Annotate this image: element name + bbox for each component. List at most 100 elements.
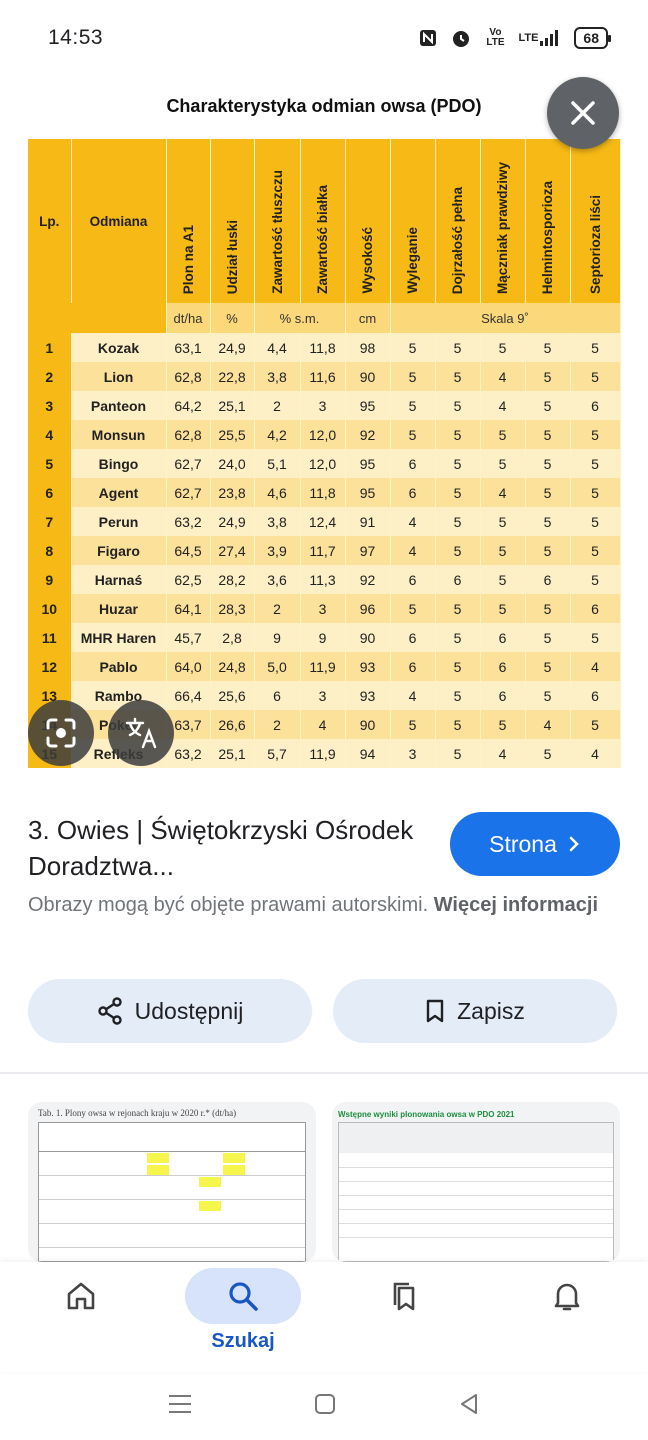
highlight-cell (147, 1153, 169, 1163)
table-cell: 6 (525, 565, 571, 594)
related-image-1-table (38, 1122, 306, 1262)
table-title: Charakterystyka odmian owsa (PDO) (166, 96, 482, 116)
related-image-1[interactable]: Tab. 1. Plony owsa w rejonach kraju w 20… (28, 1102, 316, 1262)
header-helmintosporioza: Helmintosporioza (525, 139, 571, 303)
table-line (339, 1181, 613, 1182)
table-cell: 91 (345, 507, 391, 536)
table-cell: 4 (525, 710, 571, 739)
table-cell: 5 (525, 739, 571, 768)
share-label: Udostępnij (134, 997, 244, 1024)
table-cell: 90 (345, 623, 391, 652)
header-maczniak-label: Mączniak prawdziwy (495, 161, 510, 294)
close-button[interactable] (547, 77, 619, 149)
table-cell: 5 (525, 594, 571, 623)
table-row: 6 Agent 62,7 23,8 4,6 11,8 95 6 5 4 5 5 (28, 478, 621, 507)
translate-button[interactable] (108, 700, 174, 766)
table-cell: 5 (390, 420, 436, 449)
table-cell: 63,1 (166, 333, 211, 362)
table-cell: 5 (435, 449, 481, 478)
table-cell: 92 (345, 565, 391, 594)
row-number: 1 (28, 333, 72, 362)
table-cell: 5 (480, 420, 526, 449)
related-image-2[interactable]: Wstępne wyniki plonowania owsa w PDO 202… (332, 1102, 620, 1262)
back-icon[interactable] (457, 1392, 481, 1421)
table-cell: 5 (525, 362, 571, 391)
save-button[interactable]: Zapisz (333, 979, 617, 1043)
related-image-1-caption: Tab. 1. Plony owsa w rejonach kraju w 20… (38, 1108, 237, 1118)
table-cell: 28,3 (210, 594, 255, 623)
row-number: 3 (28, 391, 72, 420)
system-navigation (0, 1372, 648, 1440)
table-cell: 5 (435, 420, 481, 449)
result-title[interactable]: 3. Owies | Świętokrzyski Ośrodek Doradzt… (28, 815, 414, 881)
variety-name: Huzar (71, 594, 167, 623)
table-row: 13 Rambo 66,4 25,6 6 3 93 4 5 6 5 6 (28, 681, 621, 710)
nfc-icon (418, 27, 438, 49)
table-row: 1 Kozak 63,1 24,9 4,4 11,8 98 5 5 5 5 5 (28, 333, 621, 362)
highlight-cell (199, 1177, 221, 1187)
highlight-cell (223, 1165, 245, 1175)
nav-notifications[interactable] (492, 1262, 642, 1372)
table-line (39, 1199, 305, 1200)
table-cell: 5 (480, 565, 526, 594)
table-cell: 11,9 (300, 652, 346, 681)
table-cell: 3 (300, 594, 346, 623)
header-tluszcz-label: Zawartość tłuszczu (269, 170, 285, 294)
table-cell: 24,0 (210, 449, 255, 478)
header-bialko: Zawartość białka (300, 139, 346, 303)
header-septorioza-label: Septorioza liści (587, 194, 603, 294)
table-cell: 5 (435, 507, 481, 536)
table-cell: 5 (570, 565, 621, 594)
table-cell: 12,4 (300, 507, 346, 536)
table-cell: 5 (435, 333, 481, 362)
table-cell: 5 (525, 652, 571, 681)
table-cell: 90 (345, 362, 391, 391)
table-cell: 45,7 (166, 623, 211, 652)
more-info-link[interactable]: Więcej informacji (433, 894, 599, 916)
table-cell: 6 (254, 681, 301, 710)
table-cell: 6 (480, 681, 526, 710)
variety-name: Bingo (71, 449, 167, 478)
header-wysokosc: Wysokość (345, 139, 391, 303)
variety-name: Panteon (71, 391, 167, 420)
variety-name: Figaro (71, 536, 167, 565)
table-row: 8 Figaro 64,5 27,4 3,9 11,7 97 4 5 5 5 5 (28, 536, 621, 565)
visit-site-button[interactable]: Strona (450, 812, 620, 876)
table-cell: 6 (480, 652, 526, 681)
table-cell: 62,5 (166, 565, 211, 594)
table-cell: 5 (570, 478, 621, 507)
table-cell: 12,0 (300, 420, 346, 449)
table-cell: 6 (390, 652, 436, 681)
table-cell: 5 (525, 536, 571, 565)
menu-icon[interactable] (167, 1393, 193, 1420)
share-icon (97, 997, 122, 1025)
table-cell: 4 (480, 478, 526, 507)
lens-button[interactable] (28, 700, 94, 766)
highlight-cell (199, 1201, 221, 1211)
table-cell: 5 (435, 652, 481, 681)
unit-skala: Skala 9˚ (390, 303, 621, 333)
table-cell: 93 (345, 681, 391, 710)
table-line (39, 1247, 305, 1248)
nav-home[interactable] (6, 1262, 156, 1372)
table-cell: 5 (570, 710, 621, 739)
table-cell: 5 (525, 623, 571, 652)
variety-name: Rambo (71, 681, 167, 710)
oat-varieties-table[interactable]: Lp. Odmiana Plon na A1 Udział łuski Zawa… (28, 139, 621, 768)
nav-collections[interactable] (330, 1262, 480, 1372)
variety-name: Agent (71, 478, 167, 507)
table-cell: 5 (525, 391, 571, 420)
highlight-cell (223, 1153, 245, 1163)
table-cell: 5 (435, 536, 481, 565)
table-cell: 6 (390, 565, 436, 594)
home-square-icon[interactable] (313, 1392, 337, 1421)
share-button[interactable]: Udostępnij (28, 979, 312, 1043)
unit-plon: dt/ha (166, 303, 211, 333)
nav-search-label: Szukaj (211, 1330, 275, 1352)
table-cell: 5 (435, 710, 481, 739)
nav-search[interactable]: Szukaj (168, 1262, 318, 1372)
table-line (339, 1209, 613, 1210)
header-luska: Udział łuski (210, 139, 255, 303)
status-time: 14:53 (48, 26, 104, 49)
table-cell: 4 (480, 739, 526, 768)
